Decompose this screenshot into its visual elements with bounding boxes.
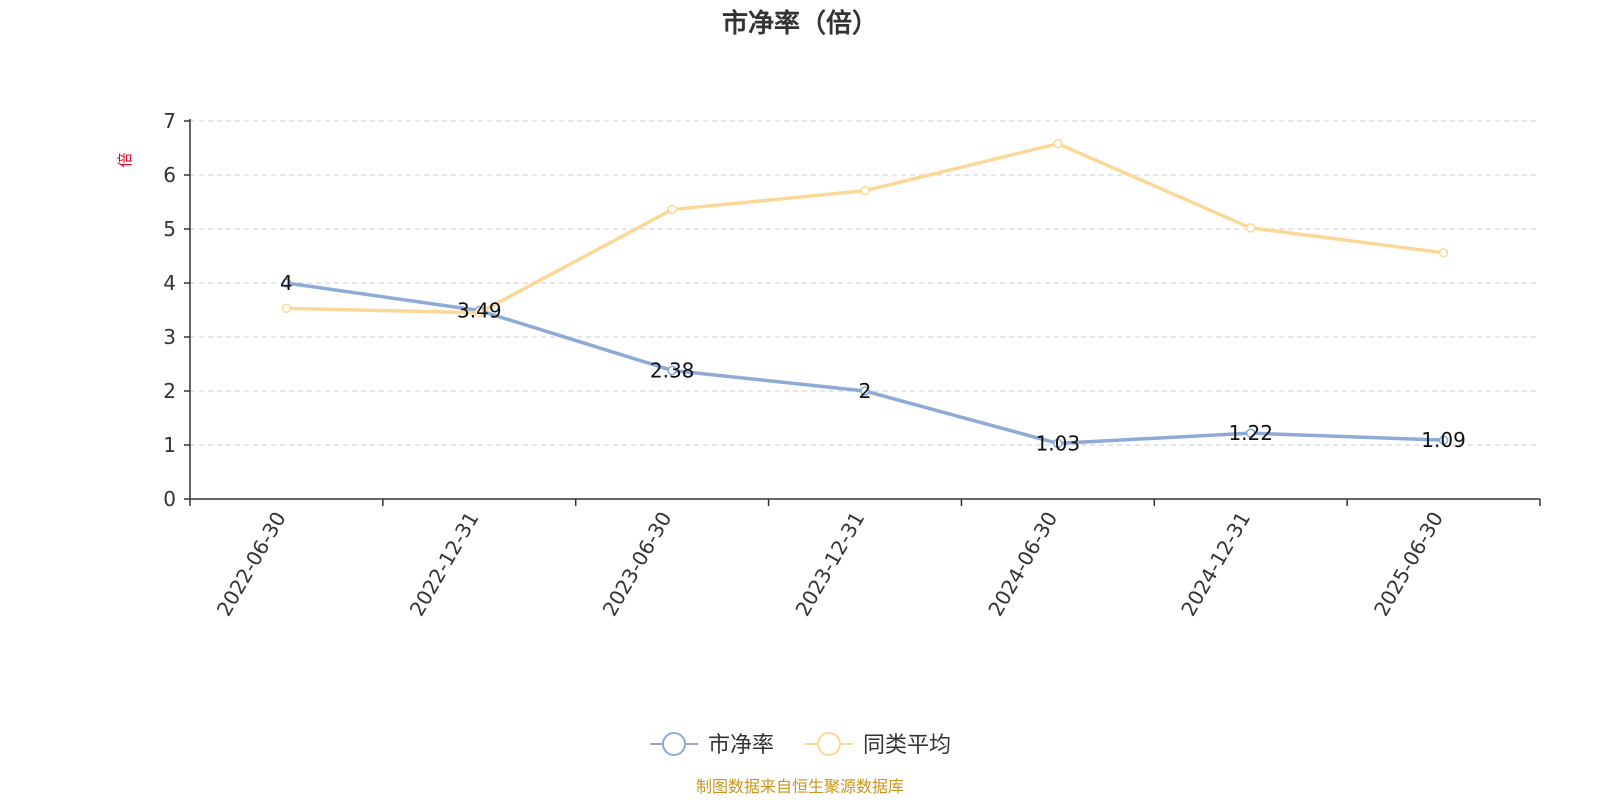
data-point[interactable] bbox=[1245, 223, 1256, 233]
y-tick-label: 4 bbox=[163, 271, 176, 295]
data-point[interactable] bbox=[1053, 138, 1063, 149]
data-point[interactable] bbox=[1438, 435, 1449, 445]
data-point[interactable] bbox=[667, 204, 677, 215]
x-tick-label: 2023-12-31 bbox=[790, 508, 869, 621]
data-label: 1.09 bbox=[1421, 428, 1466, 452]
legend-item[interactable]: 市净率 bbox=[650, 732, 774, 758]
x-tick-label: 2024-06-30 bbox=[983, 508, 1062, 621]
data-labels: 4 3.49 2.38 2 1.03 1.22 1.09 bbox=[280, 271, 1466, 455]
x-tick-label: 2024-12-31 bbox=[1176, 508, 1255, 621]
data-point[interactable] bbox=[1438, 248, 1449, 258]
legend-label: 市净率 bbox=[708, 733, 774, 758]
data-point[interactable] bbox=[860, 386, 870, 396]
x-tick-label: 2022-12-31 bbox=[405, 508, 484, 621]
data-point[interactable] bbox=[667, 365, 677, 376]
y-tick-label: 1 bbox=[163, 433, 176, 457]
data-label: 3.49 bbox=[457, 299, 502, 323]
data-label: 4 bbox=[280, 271, 293, 295]
y-axis-label: 倍 bbox=[116, 152, 134, 167]
y-tick-label: 3 bbox=[163, 325, 176, 349]
data-label: 1.03 bbox=[1036, 431, 1081, 455]
y-tick-label: 0 bbox=[163, 487, 176, 511]
data-point[interactable] bbox=[281, 303, 292, 314]
series-2 bbox=[281, 138, 1449, 318]
data-point[interactable] bbox=[474, 307, 485, 318]
x-tick-label: 2025-06-30 bbox=[1369, 508, 1448, 621]
x-tick-label: 2023-06-30 bbox=[598, 508, 677, 621]
legend-label: 同类平均 bbox=[863, 733, 951, 758]
legend-marker bbox=[662, 732, 686, 756]
data-label: 1.22 bbox=[1228, 421, 1273, 445]
y-tick-label: 2 bbox=[163, 379, 176, 403]
chart-title: 市净率（倍） bbox=[722, 8, 878, 39]
data-point[interactable] bbox=[1053, 438, 1063, 449]
legend-item[interactable]: 同类平均 bbox=[805, 732, 951, 758]
legend[interactable]: 市净率 同类平均 bbox=[650, 732, 951, 758]
x-tick-label: 2022-06-30 bbox=[212, 508, 291, 621]
grid bbox=[190, 120, 1540, 446]
data-label: 2 bbox=[859, 379, 872, 403]
series-line bbox=[286, 141, 1444, 315]
y-tick-label: 6 bbox=[163, 163, 176, 187]
data-point[interactable] bbox=[281, 278, 292, 288]
data-label: 2.38 bbox=[650, 358, 695, 382]
source-note: 制图数据来自恒生聚源数据库 bbox=[696, 777, 904, 796]
y-tick-label: 5 bbox=[163, 217, 176, 241]
data-point[interactable] bbox=[860, 185, 870, 196]
series-layer bbox=[281, 138, 1449, 449]
legend-marker bbox=[817, 732, 841, 756]
y-tick-label: 7 bbox=[163, 109, 176, 133]
data-point[interactable] bbox=[1245, 428, 1256, 438]
axes: 0 1 2 3 4 5 6 7 2022-06-30 2022-12-31 2023-06-30 20… bbox=[163, 109, 1541, 621]
